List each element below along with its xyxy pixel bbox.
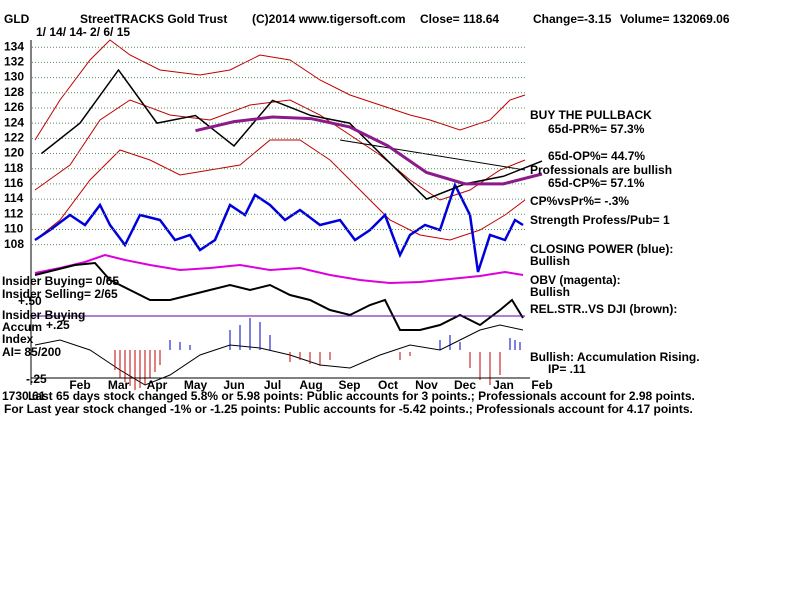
y-tick-label: 132 bbox=[4, 55, 24, 69]
annotation: Bullish bbox=[530, 285, 570, 299]
annotation: REL.STR..VS DJI (brown): bbox=[530, 302, 677, 316]
y-tick-label: 118 bbox=[4, 161, 24, 175]
x-tick-label: Feb bbox=[531, 378, 552, 392]
annotation: Bullish: Accumulation Rising. bbox=[530, 350, 700, 364]
y-tick-label: 126 bbox=[4, 100, 24, 114]
x-tick-label: Aug bbox=[299, 378, 322, 392]
y-tick-label: 130 bbox=[4, 70, 24, 84]
y-tick-label: 122 bbox=[4, 130, 24, 144]
y-tick-label: 124 bbox=[4, 115, 24, 129]
annotation: OBV (magenta): bbox=[530, 273, 621, 287]
series-line bbox=[41, 68, 543, 200]
left-label: Accum bbox=[2, 320, 42, 334]
change: Change=-3.15 bbox=[533, 12, 612, 26]
annotation: IP= .11 bbox=[548, 362, 586, 376]
annotation: 65d-CP%= 57.1% bbox=[548, 176, 645, 190]
left-label: Insider Buying= 0/65 bbox=[2, 274, 119, 288]
rel-strength bbox=[34, 261, 524, 331]
ticker: GLD bbox=[4, 12, 30, 26]
volume: Volume= 132069.06 bbox=[620, 12, 730, 26]
left-label: -.25 bbox=[26, 372, 47, 386]
annotation: CP%vsPr%= -.3% bbox=[530, 194, 629, 208]
x-tick-label: Jul bbox=[264, 378, 281, 392]
accum-index bbox=[34, 324, 524, 386]
series-line bbox=[195, 115, 543, 186]
y-tick-label: 108 bbox=[4, 237, 24, 251]
copyright: (C)2014 www.tigersoft.com bbox=[252, 12, 406, 26]
closing-power bbox=[34, 181, 524, 273]
annotation: Bullish bbox=[530, 254, 570, 268]
footer: For Last year stock changed -1% or -1.25… bbox=[4, 402, 693, 416]
left-label: AI= 85/200 bbox=[2, 345, 61, 359]
left-label: Insider Selling= 2/65 bbox=[2, 287, 118, 301]
obv bbox=[34, 253, 524, 285]
x-tick-label: Jun bbox=[223, 378, 244, 392]
annotation: 65d-OP%= 44.7% bbox=[548, 149, 645, 163]
chart-title: StreetTRACKS Gold Trust bbox=[80, 12, 227, 26]
x-tick-label: Oct bbox=[378, 378, 398, 392]
annotation: Professionals are bullish bbox=[530, 163, 672, 177]
footer: Last 65 days stock changed 5.8% or 5.98 … bbox=[28, 389, 695, 403]
y-tick-label: 114 bbox=[4, 191, 24, 205]
x-tick-label: Dec bbox=[454, 378, 476, 392]
y-tick-label: 116 bbox=[4, 176, 24, 190]
left-label: Index bbox=[2, 332, 34, 346]
x-tick-label: Sep bbox=[338, 378, 360, 392]
indicators bbox=[30, 39, 530, 390]
x-tick-label: May bbox=[184, 378, 208, 392]
left-label: +.50 bbox=[18, 294, 42, 308]
band-mid bbox=[34, 99, 526, 201]
y-tick-label: 128 bbox=[4, 85, 24, 99]
y-tick-label: 120 bbox=[4, 146, 24, 160]
trend-line bbox=[339, 139, 526, 171]
left-label: +.25 bbox=[46, 318, 70, 332]
x-tick-label: Nov bbox=[415, 378, 438, 392]
annotation: Strength Profess/Pub= 1 bbox=[530, 213, 670, 227]
y-tick-label: 110 bbox=[4, 222, 24, 236]
subtitle: 1/ 14/ 14- 2/ 6/ 15 bbox=[36, 25, 130, 39]
close: Close= 118.64 bbox=[420, 12, 499, 26]
x-tick-label: Mar bbox=[108, 378, 130, 392]
annotation: 65d-PR%= 57.3% bbox=[548, 122, 645, 136]
y-tick-label: 112 bbox=[4, 206, 24, 220]
band-upper bbox=[34, 39, 526, 141]
y-tick-label: 134 bbox=[4, 39, 24, 53]
x-tick-label: Feb bbox=[69, 378, 90, 392]
x-tick-label: Apr bbox=[147, 378, 168, 392]
x-tick-label: Jan bbox=[493, 378, 514, 392]
band-lower bbox=[34, 139, 526, 241]
accum-histogram bbox=[114, 318, 521, 390]
annotation: CLOSING POWER (blue): bbox=[530, 242, 673, 256]
annotation: BUY THE PULLBACK bbox=[530, 108, 652, 122]
left-label: Insider Buying bbox=[2, 308, 85, 322]
left-label: 1730.61 bbox=[2, 389, 46, 403]
